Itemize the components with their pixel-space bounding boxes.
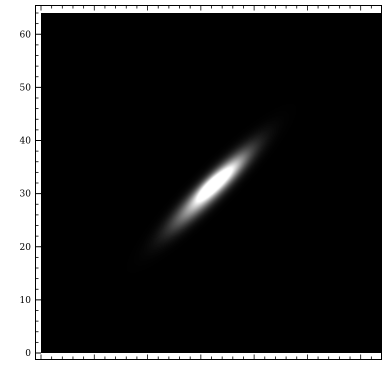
y-tick-label-60: 60 — [20, 30, 32, 40]
y-tick-label-20: 20 — [20, 243, 32, 253]
top-axis-ticks — [40, 5, 382, 11]
y-tick-label-0: 0 — [25, 349, 31, 359]
y-axis-tick-labels: 0 10 20 30 40 50 60 — [20, 30, 32, 359]
y-axis-ticks — [35, 12, 41, 354]
heatmap-image — [41, 13, 382, 353]
y-tick-label-40: 40 — [20, 137, 32, 147]
y-tick-label-30: 30 — [20, 190, 32, 200]
y-tick-label-10: 10 — [20, 296, 32, 306]
bottom-axis-ticks — [40, 354, 382, 360]
heatmap-canvas-holder — [41, 13, 382, 353]
y-tick-label-50: 50 — [20, 83, 32, 93]
heatmap-canvas — [41, 13, 382, 353]
